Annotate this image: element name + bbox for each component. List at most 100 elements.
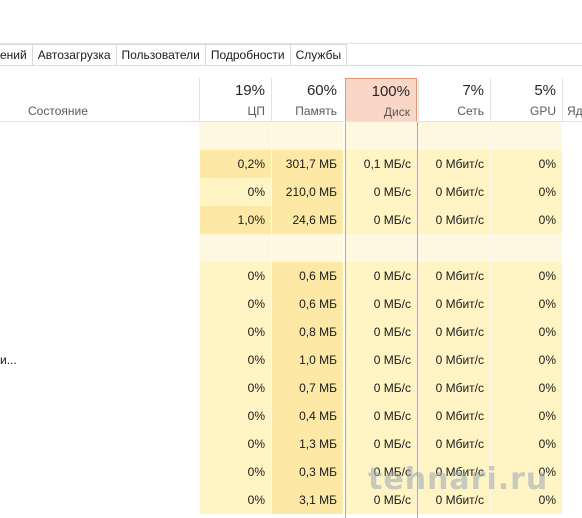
network-column-header[interactable]: 7% Сеть [418, 78, 490, 122]
mem-cell [271, 234, 343, 262]
mem-cell: 0,8 МБ [271, 318, 343, 346]
mem-cell: 24,6 МБ [271, 206, 343, 234]
mem-cell: 1,3 МБ [271, 430, 343, 458]
disk-label: Диск [383, 105, 410, 119]
mem-cell: 0,6 МБ [271, 262, 343, 290]
header-divider [0, 121, 582, 122]
cpu-cell: 0% [199, 318, 271, 346]
disk-cell: 0 МБ/с [345, 486, 417, 514]
watermark-logo: tehnari.ru [368, 462, 549, 497]
process-name: и... [0, 353, 17, 367]
gpu-cell: 0% [490, 150, 562, 178]
mem-cell: 210,0 МБ [271, 178, 343, 206]
disk-cell: 0 МБ/с [345, 262, 417, 290]
table-row[interactable] [0, 234, 582, 262]
disk-cell: 0 МБ/с [345, 178, 417, 206]
gpu-engine-label: Яд [567, 104, 582, 118]
memory-column-header[interactable]: 60% Память [271, 78, 343, 122]
tab-services[interactable]: Службы [289, 44, 348, 66]
table-row[interactable]: 1,0% 24,6 МБ 0 МБ/с 0 Мбит/с 0% [0, 206, 582, 234]
cpu-cell: 0% [199, 262, 271, 290]
net-cell: 0 Мбит/с [418, 374, 490, 402]
table-row[interactable]: 0% 0,6 МБ 0 МБ/с 0 Мбит/с 0% [0, 262, 582, 290]
gpu-label: GPU [529, 104, 556, 118]
gpu-percent: 5% [534, 82, 556, 99]
table-row[interactable] [0, 122, 582, 150]
net-cell: 0 Мбит/с [418, 486, 490, 514]
disk-cell: 0 МБ/с [345, 374, 417, 402]
tab-details[interactable]: Подробности [204, 44, 291, 66]
disk-cell: 0,1 МБ/с [345, 150, 417, 178]
gpu-cell: 0% [490, 486, 562, 514]
table-row[interactable]: 0,2% 301,7 МБ 0,1 МБ/с 0 Мбит/с 0% [0, 150, 582, 178]
net-cell: 0 Мбит/с [418, 178, 490, 206]
table-row[interactable]: 0% 0,3 МБ 0 МБ/с 0 Мбит/с 0% [0, 458, 582, 486]
net-cell [418, 122, 490, 150]
cpu-column-header[interactable]: 19% ЦП [199, 78, 271, 122]
net-cell: 0 Мбит/с [418, 346, 490, 374]
cpu-cell [199, 234, 271, 262]
gpu-cell: 0% [490, 206, 562, 234]
cpu-cell: 0% [199, 486, 271, 514]
table-row[interactable]: и... 0% 1,0 МБ 0 МБ/с 0 Мбит/с 0% [0, 346, 582, 374]
network-label: Сеть [457, 104, 484, 118]
cpu-cell: 0% [199, 402, 271, 430]
gpu-cell: 0% [490, 346, 562, 374]
net-cell: 0 Мбит/с [418, 262, 490, 290]
gpu-cell: 0% [490, 458, 562, 486]
tab-startup[interactable]: Автозагрузка [31, 44, 117, 66]
table-row[interactable]: 0% 0,8 МБ 0 МБ/с 0 Мбит/с 0% [0, 318, 582, 346]
cpu-label: ЦП [247, 104, 265, 118]
mem-cell: 0,6 МБ [271, 290, 343, 318]
mem-cell: 0,3 МБ [271, 458, 343, 486]
mem-cell: 301,7 МБ [271, 150, 343, 178]
tab-users[interactable]: Пользователи [115, 44, 206, 66]
net-cell: 0 Мбит/с [418, 150, 490, 178]
disk-percent: 100% [371, 83, 410, 100]
disk-cell [345, 122, 417, 150]
disk-column-header[interactable]: 100% Диск [345, 78, 417, 122]
mem-cell: 0,7 МБ [271, 374, 343, 402]
cpu-cell: 0% [199, 290, 271, 318]
table-row[interactable]: 0% 3,1 МБ 0 МБ/с 0 Мбит/с 0% [0, 486, 582, 514]
gpu-cell: 0% [490, 290, 562, 318]
cpu-cell [199, 122, 271, 150]
disk-cell: 0 МБ/с [345, 318, 417, 346]
disk-column-left-border [345, 122, 346, 518]
disk-cell: 0 МБ/с [345, 346, 417, 374]
toolbar-area [0, 0, 582, 44]
disk-column-right-border [417, 122, 418, 518]
mem-cell [271, 122, 343, 150]
gpu-cell: 0% [490, 318, 562, 346]
table-row[interactable]: 0% 210,0 МБ 0 МБ/с 0 Мбит/с 0% [0, 178, 582, 206]
disk-cell: 0 МБ/с [345, 290, 417, 318]
cpu-cell: 1,0% [199, 206, 271, 234]
gpu-cell [490, 234, 562, 262]
disk-cell: 0 МБ/с [345, 430, 417, 458]
cpu-cell: 0% [199, 346, 271, 374]
status-column-header[interactable]: Состояние [28, 104, 88, 118]
table-row[interactable]: 0% 1,3 МБ 0 МБ/с 0 Мбит/с 0% [0, 430, 582, 458]
disk-cell: 0 МБ/с [345, 402, 417, 430]
net-cell [418, 234, 490, 262]
tab-history[interactable]: ений [0, 44, 33, 66]
table-row[interactable]: 0% 0,6 МБ 0 МБ/с 0 Мбит/с 0% [0, 290, 582, 318]
net-cell: 0 Мбит/с [418, 430, 490, 458]
gpu-cell: 0% [490, 430, 562, 458]
gpu-cell: 0% [490, 178, 562, 206]
disk-cell [345, 234, 417, 262]
gpu-engine-column-header[interactable]: Яд [562, 78, 582, 122]
table-row[interactable]: 0% 0,7 МБ 0 МБ/с 0 Мбит/с 0% [0, 374, 582, 402]
tab-divider [0, 65, 582, 66]
gpu-cell: 0% [490, 374, 562, 402]
net-cell: 0 Мбит/с [418, 318, 490, 346]
network-percent: 7% [462, 82, 484, 99]
memory-percent: 60% [306, 82, 337, 99]
net-cell: 0 Мбит/с [418, 290, 490, 318]
table-row[interactable]: 0% 0,4 МБ 0 МБ/с 0 Мбит/с 0% [0, 402, 582, 430]
tab-strip: ений Автозагрузка Пользователи Подробнос… [0, 44, 348, 66]
gpu-column-header[interactable]: 5% GPU [490, 78, 562, 122]
column-header-row: Состояние 19% ЦП 60% Память 100% Диск 7%… [0, 78, 582, 122]
gpu-cell: 0% [490, 262, 562, 290]
mem-cell: 1,0 МБ [271, 346, 343, 374]
